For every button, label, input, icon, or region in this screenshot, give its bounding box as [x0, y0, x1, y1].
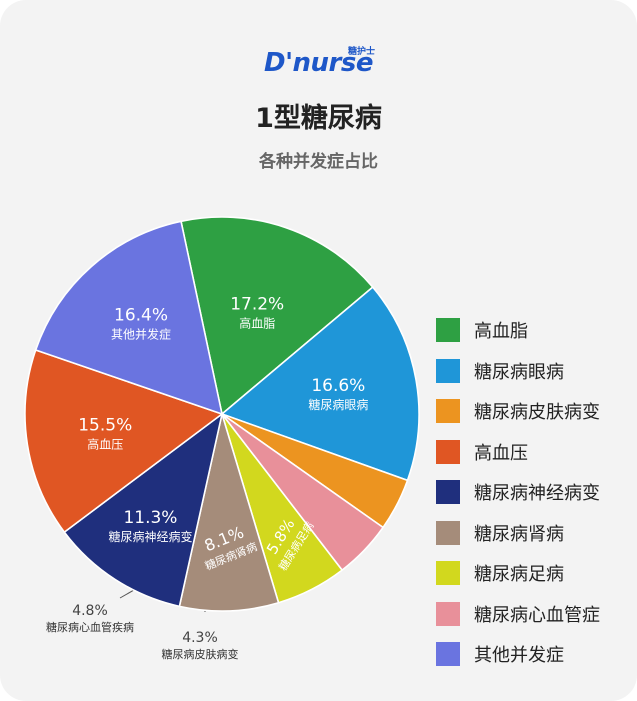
slice-name-label: 糖尿病心血管疾病: [46, 620, 134, 634]
legend-item: 糖尿病肾病: [436, 513, 600, 554]
legend-item: 糖尿病心血管症: [436, 594, 600, 635]
legend-item: 其他并发症: [436, 634, 600, 675]
legend-swatch: [436, 318, 460, 343]
legend-swatch: [436, 520, 460, 545]
pie-slice: [180, 216, 374, 416]
slice-value-label: 16.4%: [114, 306, 168, 326]
legend: 高血脂糖尿病眼病糖尿病皮肤病变 高血压糖尿病神经病变 糖尿病肾病糖尿病足病糖尿病心血…: [436, 310, 600, 675]
slice-name-label: 高血脂: [239, 316, 275, 331]
legend-item: 糖尿病眼病: [436, 351, 600, 392]
legend-swatch: [436, 561, 460, 586]
slice-label: 11.3%糖尿病神经病变: [108, 508, 192, 544]
legend-swatch: [436, 480, 460, 505]
legend-label: 糖尿病肾病: [474, 523, 564, 545]
slice-name-label: 糖尿病眼病: [308, 397, 368, 412]
legend-item: 高血脂: [436, 310, 600, 351]
legend-label: 糖尿病神经病变: [474, 483, 600, 505]
pie-slice: [24, 348, 224, 534]
slice-label: 15.5%高血压: [78, 415, 132, 451]
legend-label: 高血脂: [474, 321, 528, 343]
legend-label: 糖尿病足病: [474, 564, 564, 586]
legend-label: 糖尿病眼病: [474, 361, 564, 383]
legend-item: 糖尿病神经病变: [436, 472, 600, 513]
legend-item: 高血压: [436, 432, 600, 473]
pie-slice: [220, 286, 420, 482]
legend-label: 糖尿病皮肤病变: [474, 402, 600, 424]
legend-swatch: [436, 601, 460, 626]
slice-label: 16.4%其他并发症: [111, 306, 171, 342]
legend-item: 糖尿病皮肤病变: [436, 391, 600, 432]
slice-label: 17.2%高血脂: [230, 295, 284, 331]
slice-value-label: 17.2%: [230, 295, 284, 315]
slice-value-label: 4.8%: [72, 603, 108, 619]
logo-text: D'nurse: [264, 48, 374, 78]
legend-label: 糖尿病心血管症: [474, 604, 600, 626]
pie-slice: [63, 412, 224, 608]
chart-title: 1型糖尿病: [255, 103, 382, 134]
chart-subtitle: 各种并发症占比: [259, 152, 378, 172]
slice-label: 4.8%糖尿病心血管疾病: [46, 581, 149, 634]
slice-value-label: 11.3%: [123, 508, 177, 528]
legend-label: 其他并发症: [474, 645, 564, 667]
slice-name-label: 糖尿病神经病变: [108, 529, 192, 544]
legend-label: 高血压: [474, 442, 528, 464]
slice-name-label: 糖尿病皮肤病变: [162, 647, 239, 661]
logo-cn-text: 糖护士: [347, 47, 375, 57]
slice-value-label: 16.6%: [311, 376, 365, 396]
pie-slice: [34, 220, 224, 416]
legend-item: 糖尿病足病: [436, 553, 600, 594]
legend-swatch: [436, 439, 460, 464]
slice-label: 16.6%糖尿病眼病: [308, 376, 368, 412]
legend-swatch: [436, 358, 460, 383]
pie-slice: [178, 410, 280, 612]
legend-swatch: [436, 642, 460, 667]
slice-name-label: 其他并发症: [111, 327, 171, 342]
slice-value-label: 15.5%: [78, 415, 132, 435]
brand-logo: D'nurse 糖护士: [0, 47, 637, 78]
legend-swatch: [436, 399, 460, 424]
slice-value-label: 4.3%: [182, 630, 218, 646]
slice-name-label: 高血压: [87, 436, 123, 451]
